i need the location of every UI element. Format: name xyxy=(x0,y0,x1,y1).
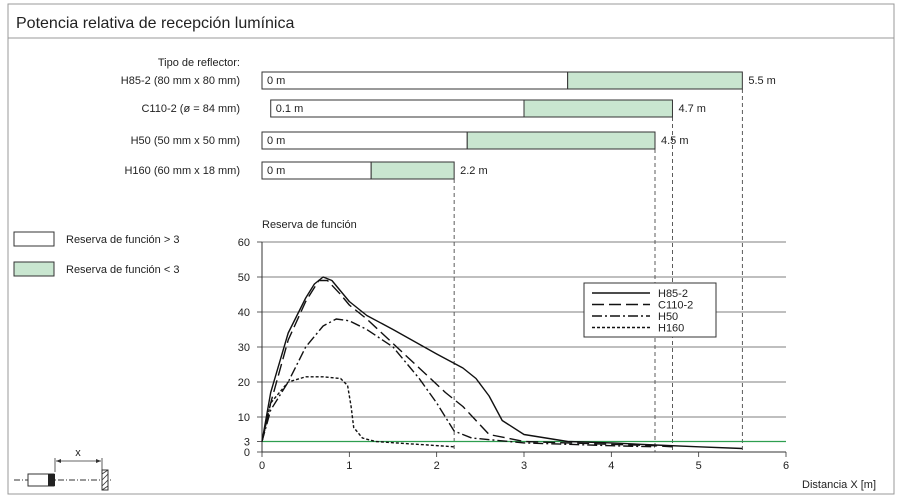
x-tick-label: 6 xyxy=(783,460,789,472)
reflector-row: H50 (50 mm x 50 mm) 0 m 4.5 m xyxy=(131,131,689,452)
range-end-label: 2.2 m xyxy=(460,165,488,177)
x-tick-label: 0 xyxy=(259,460,265,472)
reflector-label: H160 (60 mm x 18 mm) xyxy=(124,165,240,177)
series-line-h160 xyxy=(261,376,455,448)
legend-label: H160 xyxy=(658,323,684,335)
reflector-hatch xyxy=(101,469,109,491)
x-tick-label: 2 xyxy=(434,460,440,472)
x-tick-label: 1 xyxy=(346,460,352,472)
series-line-h85-2 xyxy=(261,276,743,450)
range-reserve-high xyxy=(261,131,468,150)
range-reserve-low xyxy=(523,99,673,118)
y-tick-label: 60 xyxy=(238,237,250,249)
y-tick-label: 3 xyxy=(244,437,250,449)
y-tick-label: 0 xyxy=(244,447,250,459)
range-reserve-high xyxy=(270,99,525,118)
y-tick-label: 10 xyxy=(238,412,250,424)
range-start-label: 0.1 m xyxy=(276,103,304,115)
reflector-heading: Tipo de reflector: xyxy=(158,57,240,69)
x-tick-label: 3 xyxy=(521,460,527,472)
reflector-row: H85-2 (80 mm x 80 mm) 0 m 5.5 m xyxy=(121,71,776,452)
range-end-label: 4.7 m xyxy=(678,103,706,115)
y-tick-label: 50 xyxy=(238,272,250,284)
reserve-label: Reserva de función < 3 xyxy=(66,264,179,276)
arrow-head-left xyxy=(56,459,61,463)
reserve-legend: Reserva de función > 3 Reserva de función… xyxy=(13,231,179,277)
x-tick-label: 5 xyxy=(696,460,702,472)
legend-label: H50 xyxy=(658,311,678,323)
range-reserve-low xyxy=(567,71,743,90)
range-start-label: 0 m xyxy=(267,135,285,147)
reflector-rows: H85-2 (80 mm x 80 mm) 0 m 5.5 m C110-2 (ø =… xyxy=(121,71,776,452)
chart-border xyxy=(7,3,895,495)
reflector-row: C110-2 (ø = 84 mm) 0.1 m 4.7 m xyxy=(141,99,706,452)
y-axis-label: Reserva de función xyxy=(262,219,357,231)
y-tick-label: 30 xyxy=(238,342,250,354)
legend-frame xyxy=(583,282,717,338)
range-reserve-high xyxy=(261,71,569,90)
x-axis-label: Distancia X [m] xyxy=(802,479,876,491)
reserve-label: Reserva de función > 3 xyxy=(66,234,179,246)
range-start-label: 0 m xyxy=(267,75,285,87)
distance-symbol: x xyxy=(75,447,81,459)
range-start-label: 0 m xyxy=(267,165,285,177)
range-end-label: 5.5 m xyxy=(748,75,776,87)
arrow-head-right xyxy=(96,459,101,463)
x-tick-label: 4 xyxy=(608,460,614,472)
y-tick-label: 20 xyxy=(238,377,250,389)
reflector-row: H160 (60 mm x 18 mm) 0 m 2.2 m xyxy=(124,161,488,452)
reflector-label: H50 (50 mm x 50 mm) xyxy=(131,135,240,147)
reflector-label: C110-2 (ø = 84 mm) xyxy=(141,103,240,115)
range-reserve-low xyxy=(370,161,455,180)
range-reserve-low xyxy=(466,131,656,150)
reserve-swatch xyxy=(13,261,55,277)
series-line-c110-2 xyxy=(261,279,673,448)
reflector-label: H85-2 (80 mm x 80 mm) xyxy=(121,75,240,87)
range-end-label: 4.5 m xyxy=(661,135,689,147)
legend-label: C110-2 xyxy=(658,300,693,312)
y-tick-label: 40 xyxy=(238,307,250,319)
series-line-h50 xyxy=(261,318,656,448)
chart-title: Potencia relativa de recepción lumínica xyxy=(16,15,294,32)
sensor-lens xyxy=(48,474,55,486)
legend-label: H85-2 xyxy=(658,288,688,300)
reserve-swatch xyxy=(13,231,55,247)
sensor-diagram: x xyxy=(14,447,112,491)
